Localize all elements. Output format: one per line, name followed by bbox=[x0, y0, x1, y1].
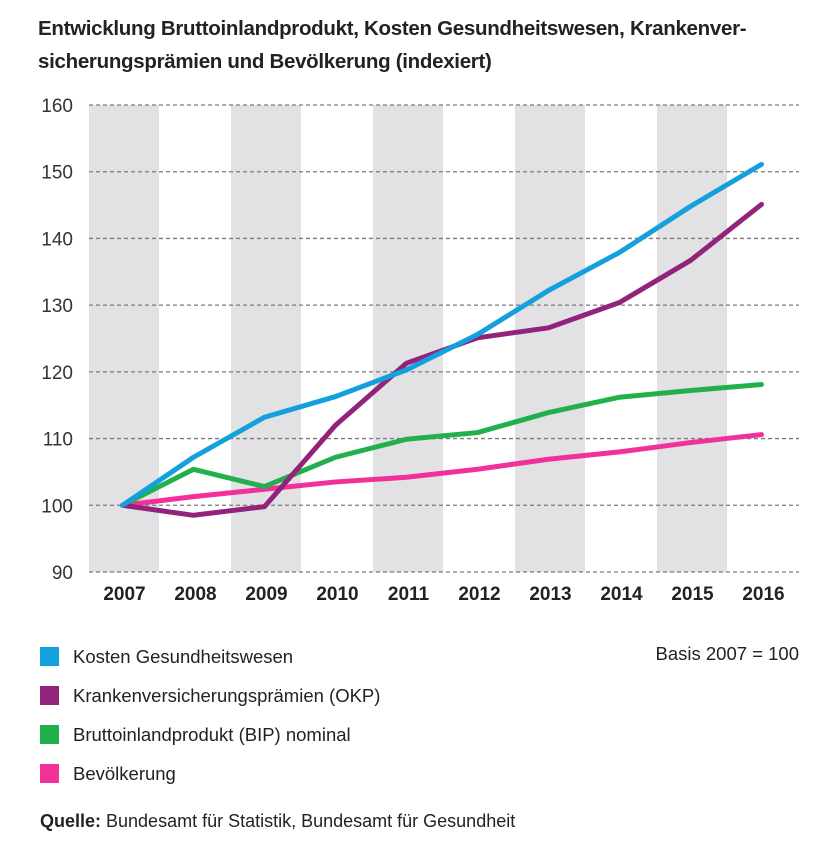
chart-title-line-1: Entwicklung Bruttoinlandprodukt, Kosten … bbox=[38, 17, 747, 40]
gridlines bbox=[89, 104, 799, 573]
source-label: Quelle: bbox=[40, 811, 102, 831]
y-tick-label: 140 bbox=[41, 229, 73, 250]
y-tick-label: 100 bbox=[41, 496, 73, 517]
x-tick-label: 2015 bbox=[671, 584, 714, 605]
background-band bbox=[515, 105, 585, 572]
x-tick-label: 2010 bbox=[316, 584, 358, 605]
chart-title: Entwicklung Bruttoinlandprodukt, Kosten … bbox=[38, 12, 818, 78]
legend-label: Bevölkerung bbox=[73, 762, 176, 784]
line-chart: 90 100 110 120 130 140 150 160 2007 2008 2009 2010… bbox=[41, 96, 799, 605]
y-tick-label: 130 bbox=[41, 296, 73, 317]
legend-item: Bruttoinlandprodukt (BIP) nominal bbox=[40, 715, 380, 754]
legend-swatch bbox=[40, 725, 59, 744]
legend-label: Krankenversicherungsprämien (OKP) bbox=[73, 684, 381, 706]
legend-item: Krankenversicherungsprämien (OKP) bbox=[40, 676, 380, 715]
y-tick-label: 110 bbox=[43, 430, 73, 451]
x-tick-label: 2016 bbox=[742, 584, 784, 605]
x-tick-label: 2008 bbox=[174, 584, 216, 605]
legend-label: Kosten Gesundheitswesen bbox=[73, 645, 294, 667]
series-line bbox=[120, 382, 764, 508]
legend-item: Kosten Gesundheitswesen bbox=[40, 637, 380, 676]
x-tick-label: 2007 bbox=[103, 584, 145, 605]
legend-label: Bruttoinlandprodukt (BIP) nominal bbox=[73, 723, 351, 745]
legend: Kosten Gesundheitswesen Krankenversicher… bbox=[40, 637, 380, 793]
background-band bbox=[231, 105, 301, 572]
legend-swatch bbox=[40, 686, 59, 705]
x-tick-label: 2013 bbox=[529, 584, 571, 605]
legend-item: Bevölkerung bbox=[40, 754, 380, 793]
x-tick-label: 2014 bbox=[600, 584, 643, 605]
source-text: Bundesamt für Statistik, Bundesamt für G… bbox=[101, 811, 516, 831]
y-tick-label: 160 bbox=[41, 96, 73, 117]
x-axis-ticks: 2007 2008 2009 2010 2011 2012 2013 2014 2015 2016 bbox=[103, 584, 784, 605]
background-band bbox=[657, 105, 727, 572]
series-line bbox=[120, 432, 764, 508]
y-tick-label: 150 bbox=[41, 163, 73, 184]
legend-swatch bbox=[40, 764, 59, 783]
source-note: Quelle: Bundesamt für Statistik, Bundesa… bbox=[40, 811, 515, 832]
series-line bbox=[120, 161, 764, 508]
background-band bbox=[373, 105, 443, 572]
y-axis-ticks: 90 100 110 120 130 140 150 160 bbox=[41, 96, 73, 584]
chart-title-line-2: sicherungsprämien und Bevölkerung (index… bbox=[38, 50, 492, 73]
y-tick-label: 120 bbox=[41, 363, 73, 384]
background-bands bbox=[89, 105, 727, 572]
legend-swatch bbox=[40, 647, 59, 666]
series-lines bbox=[120, 161, 764, 518]
x-tick-label: 2012 bbox=[458, 584, 500, 605]
x-tick-label: 2011 bbox=[388, 584, 430, 605]
x-tick-label: 2009 bbox=[245, 584, 287, 605]
y-tick-label: 90 bbox=[52, 563, 73, 584]
basis-note: Basis 2007 = 100 bbox=[655, 643, 799, 664]
